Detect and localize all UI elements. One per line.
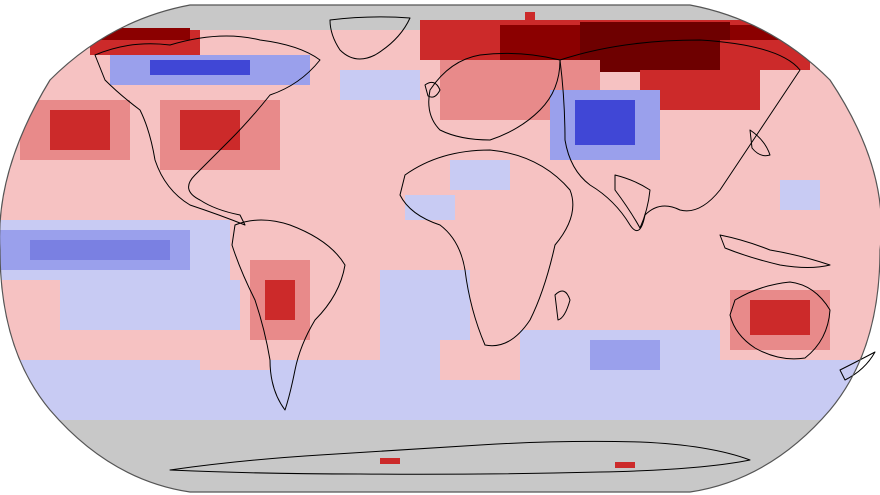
antarctica-coast <box>169 440 751 475</box>
greenland-coast <box>329 16 411 60</box>
canada-cool-peak <box>150 60 250 75</box>
central-asia-cool-peak <box>575 100 635 145</box>
asia-coast <box>559 39 801 232</box>
south-america-coast <box>231 219 346 411</box>
south-america-peak <box>265 280 295 320</box>
far-east-warm <box>720 40 810 70</box>
sahara-cool <box>450 160 510 190</box>
africa-coast <box>399 149 574 347</box>
west-africa-cool <box>405 195 455 220</box>
uk-coast <box>424 81 441 98</box>
south-atlantic-warm-patch <box>440 340 520 380</box>
australia-peak <box>750 300 810 335</box>
north-america-coast <box>94 35 321 226</box>
india-coast <box>614 174 651 229</box>
globe-outline <box>0 4 880 493</box>
north-pacific-peak <box>50 110 110 150</box>
antarctic-no-data <box>0 420 880 492</box>
eastern-us-peak <box>180 110 240 150</box>
coastlines <box>94 16 876 475</box>
australia-coast <box>729 281 831 360</box>
equatorial-pacific-cool-peak <box>30 240 170 260</box>
north-atlantic-cool <box>340 70 420 100</box>
south-pacific-cool <box>60 280 240 330</box>
indian-ocean-cool-peak <box>590 340 660 370</box>
europe-coast <box>428 52 561 141</box>
pacific-cool-patch <box>780 180 820 210</box>
south-pacific-warm-patch <box>200 340 270 370</box>
arctic-warm-mark <box>525 12 535 20</box>
southeast-asia-islands-coast <box>719 234 831 268</box>
madagascar-coast <box>554 290 571 321</box>
antarctic-warm-mark-2 <box>615 462 635 468</box>
arctic-canada-peak <box>100 28 190 40</box>
antarctic-warm-mark-1 <box>380 458 400 464</box>
japan-coast <box>749 129 771 157</box>
siberia-peak <box>580 22 730 72</box>
